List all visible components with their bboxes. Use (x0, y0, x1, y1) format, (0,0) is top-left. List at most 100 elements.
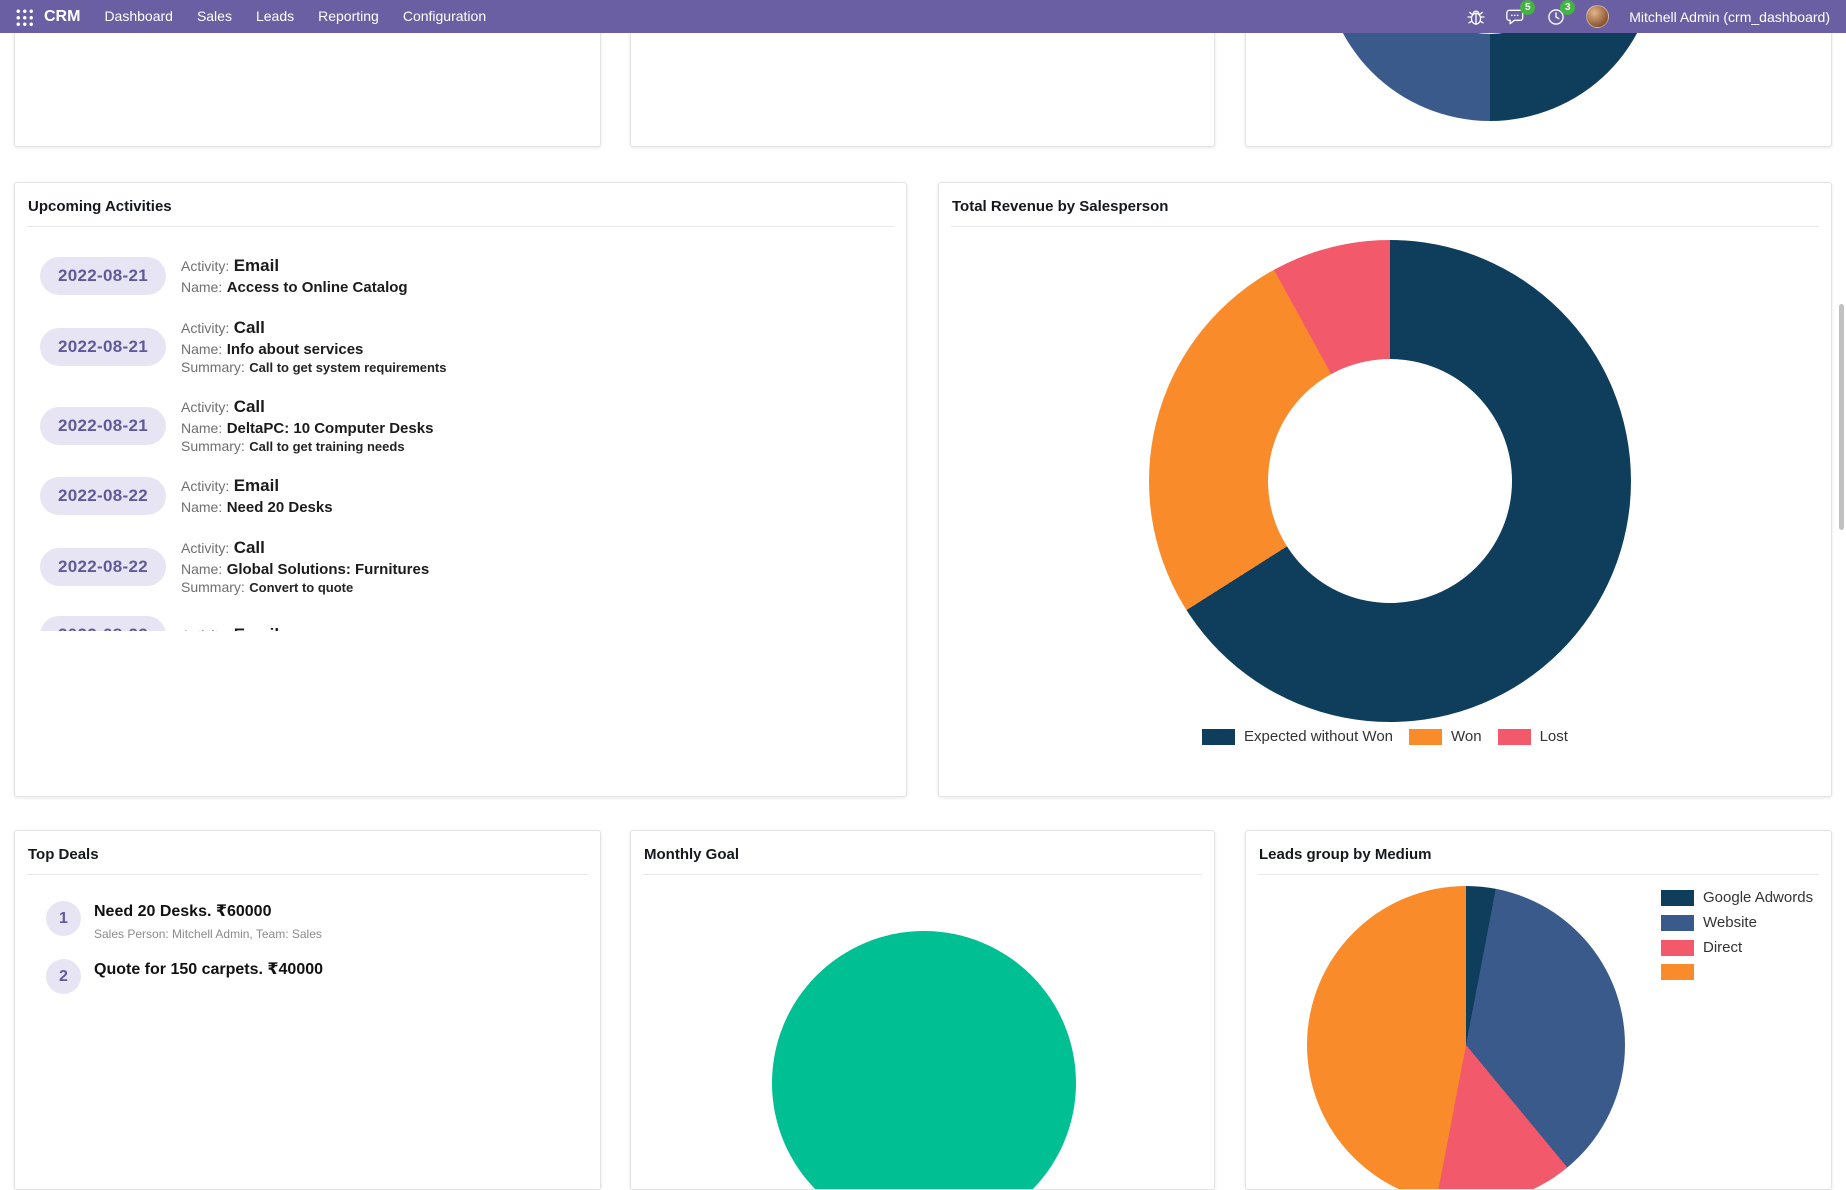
activity-body: Activity: Call Name: Global Solutions: F… (181, 537, 429, 596)
goal-gauge[interactable] (772, 931, 1076, 1189)
deal-row[interactable]: 1 Need 20 Desks. ₹60000 Sales Person: Mi… (46, 901, 586, 941)
legend-item[interactable]: Direct (1661, 939, 1813, 956)
topbar-right: 5 3 Mitchell Admin (crm_dashboard) (1466, 0, 1846, 28)
card-upcoming-activities: Upcoming Activities 2022-08-21 Activity:… (14, 182, 907, 797)
deal-body: Quote for 150 carpets. ₹40000 (94, 959, 323, 979)
card-divider (27, 874, 588, 875)
legend-item[interactable]: Google Adwords (1661, 889, 1813, 906)
legend-swatch (1409, 728, 1443, 745)
deal-subtitle: Sales Person: Mitchell Admin, Team: Sale… (94, 927, 322, 942)
debug-bug-icon[interactable] (1466, 7, 1486, 27)
card-title: Monthly Goal (644, 846, 739, 863)
legend-item[interactable]: Expected without Won (1202, 728, 1393, 745)
activity-body: Activity: Email Name: Access to Online C… (181, 255, 408, 297)
messages-badge: 5 (1520, 0, 1536, 15)
activity-date-pill: 2022-08-21 (40, 406, 166, 445)
activity-date-pill: 2022-08-22 (40, 477, 166, 515)
deal-title: Need 20 Desks. ₹60000 (94, 903, 272, 920)
activity-type-line: Activity: Call (181, 538, 265, 557)
activity-date-pill: 2022-08-21 (40, 257, 166, 295)
activity-row[interactable]: 2022-08-21 Activity: Call Name: DeltaPC:… (40, 386, 894, 465)
legend-item[interactable]: Website (1661, 914, 1813, 931)
menu-item-dashboard[interactable]: Dashboard (104, 8, 173, 24)
activity-type-line: Activity: Email (181, 624, 279, 632)
activity-type-line: Activity: Call (181, 318, 265, 337)
page-scrollbar-thumb[interactable] (1839, 304, 1844, 530)
revenue-legend: Expected without Won Won Lost (939, 728, 1831, 745)
activity-name-line: Name: Access to Online Catalog (181, 279, 408, 296)
activity-name-line: Name: DeltaPC: 10 Computer Desks (181, 420, 434, 437)
legend-item[interactable]: Won (1409, 728, 1482, 745)
avatar[interactable] (1586, 5, 1610, 28)
menu-item-leads[interactable]: Leads (255, 8, 295, 24)
menu-item-sales[interactable]: Sales (196, 8, 232, 24)
legend-swatch (1661, 914, 1694, 931)
card-divider (1258, 874, 1819, 875)
user-menu[interactable]: Mitchell Admin (crm_dashboard) (1629, 8, 1830, 25)
deal-rank-badge: 2 (46, 959, 81, 995)
apps-menu-icon[interactable] (15, 7, 33, 26)
activity-row[interactable]: 2022-08-22 Activity: Email (40, 606, 894, 631)
activity-body: Activity: Email Name: Need 20 Desks (181, 475, 333, 517)
menu-item-reporting[interactable]: Reporting (318, 8, 379, 24)
activity-type-line: Activity: Call (181, 397, 265, 416)
card-total-revenue: Total Revenue by Salesperson Expected wi… (938, 182, 1832, 797)
main-menu: Dashboard Sales Leads Reporting Configuratio… (92, 0, 498, 33)
activities-list: 2022-08-21 Activity: Email Name: Access … (40, 245, 894, 631)
legend-label: Website (1703, 914, 1757, 931)
app-name[interactable]: CRM (44, 7, 81, 25)
legend-swatch (1202, 728, 1236, 745)
legend-label: Direct (1703, 939, 1743, 956)
legend-label: Google Adwords (1703, 889, 1814, 906)
card-title: Total Revenue by Salesperson (952, 198, 1169, 215)
activity-name-line: Name: Global Solutions: Furnitures (181, 561, 430, 578)
activity-row[interactable]: 2022-08-21 Activity: Call Name: Info abo… (40, 307, 894, 386)
deal-body: Need 20 Desks. ₹60000 Sales Person: Mitc… (94, 901, 322, 941)
leads-pie[interactable] (1307, 886, 1625, 1189)
legend-item[interactable]: Lost (1497, 728, 1568, 745)
card-title: Upcoming Activities (28, 198, 172, 215)
deal-rank-badge: 1 (46, 901, 81, 936)
deals-list: 1 Need 20 Desks. ₹60000 Sales Person: Mi… (46, 901, 586, 995)
menu-item-configuration[interactable]: Configuration (402, 8, 487, 24)
revenue-donut-wrap (1149, 240, 1631, 722)
card-divider (951, 226, 1819, 227)
card-leads-by-medium: Leads group by Medium Google Adwords Web… (1245, 830, 1832, 1190)
activity-date-pill: 2022-08-22 (40, 616, 166, 631)
topbar: CRM Dashboard Sales Leads Reporting Configur… (0, 0, 1846, 33)
card-divider (643, 874, 1202, 875)
legend-swatch (1661, 889, 1694, 906)
revenue-donut-hole (1268, 359, 1512, 603)
legend-label: Lost (1539, 728, 1568, 745)
legend-item[interactable] (1661, 964, 1813, 980)
deal-title: Quote for 150 carpets. ₹40000 (94, 961, 324, 979)
activity-type-line: Activity: Email (181, 476, 280, 495)
activity-type-line: Activity: Email (181, 256, 280, 275)
activity-body: Activity: Call Name: Info about services… (181, 317, 446, 376)
leads-legend: Google Adwords Website Direct (1661, 889, 1813, 980)
activity-body: Activity: Email (181, 624, 279, 632)
activity-summary-line: Summary: Call to get system requirements (181, 359, 447, 375)
activity-row[interactable]: 2022-08-22 Activity: Email Name: Need 20… (40, 465, 894, 527)
activity-row[interactable]: 2022-08-22 Activity: Call Name: Global S… (40, 527, 894, 606)
legend-swatch (1661, 964, 1694, 980)
activities-clock-icon[interactable]: 3 (1546, 0, 1576, 27)
card-title: Leads group by Medium (1259, 846, 1432, 863)
card-monthly-goal: Monthly Goal (630, 830, 1215, 1190)
activities-badge: 3 (1560, 0, 1576, 15)
legend-swatch (1497, 728, 1531, 745)
activity-body: Activity: Call Name: DeltaPC: 10 Compute… (181, 396, 433, 455)
activity-date-pill: 2022-08-21 (40, 327, 166, 366)
deal-row[interactable]: 2 Quote for 150 carpets. ₹40000 (46, 959, 586, 995)
activity-summary-line: Summary: Convert to quote (181, 579, 354, 595)
legend-swatch (1661, 939, 1694, 956)
card-top-deals: Top Deals 1 Need 20 Desks. ₹60000 Sales … (14, 830, 601, 1190)
activity-name-line: Name: Info about services (181, 341, 364, 358)
legend-label: Expected without Won (1244, 728, 1394, 745)
messages-icon[interactable]: 5 (1506, 0, 1536, 27)
activity-name-line: Name: Need 20 Desks (181, 499, 333, 516)
activity-row[interactable]: 2022-08-21 Activity: Email Name: Access … (40, 245, 894, 307)
card-divider (27, 226, 894, 227)
activity-date-pill: 2022-08-22 (40, 547, 166, 586)
card-title: Top Deals (28, 846, 99, 863)
